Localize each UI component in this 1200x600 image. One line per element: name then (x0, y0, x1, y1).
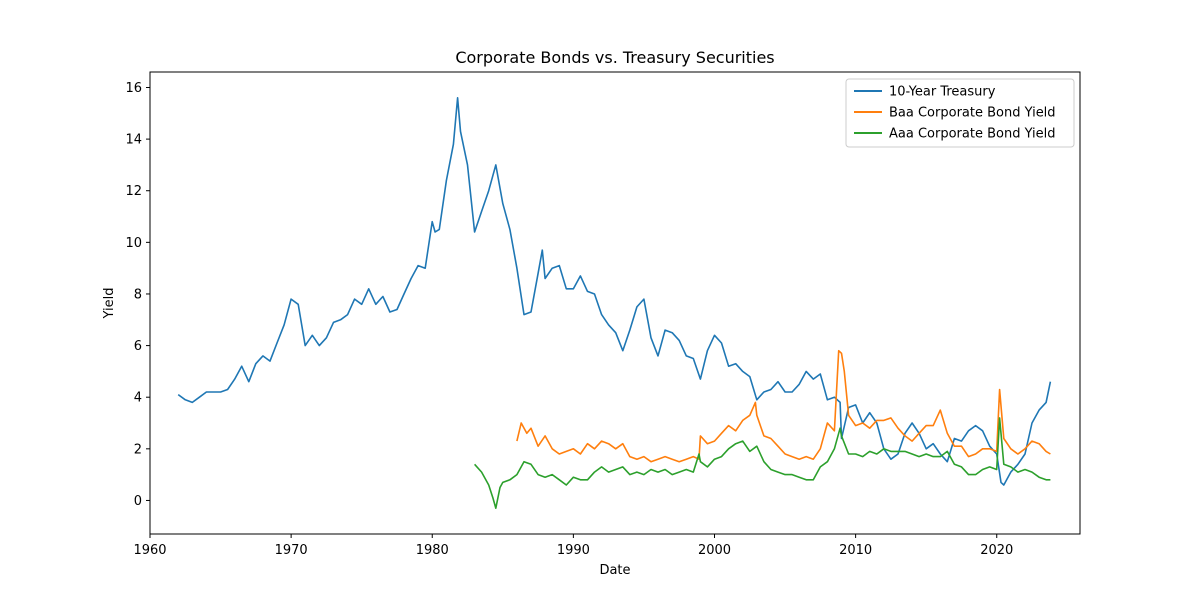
x-axis-label: Date (599, 563, 630, 578)
y-tick-label-1: 2 (134, 442, 142, 457)
x-axis-ticks: 1960 1970 1980 1990 2000 2010 2020 (133, 534, 1013, 558)
x-tick-label-0: 1960 (133, 543, 166, 558)
series-line-1 (516, 349, 1051, 463)
plot-area-frame (149, 71, 1081, 535)
y-axis-ticks: 0 2 4 6 8 10 12 14 16 (125, 81, 150, 509)
series-layer (177, 97, 1052, 509)
x-tick-label-6: 2020 (980, 543, 1013, 558)
legend-label-1: Baa Corporate Bond Yield (889, 106, 1056, 121)
y-tick-label-8: 16 (125, 81, 142, 96)
x-tick-label-3: 1990 (557, 543, 590, 558)
x-tick-label-4: 2000 (698, 543, 731, 558)
x-tick-label-2: 1980 (416, 543, 449, 558)
y-tick-label-4: 8 (134, 287, 142, 302)
y-tick-label-6: 12 (125, 184, 142, 199)
y-axis-label: Yield (102, 288, 117, 320)
y-tick-label-7: 14 (125, 133, 142, 148)
legend-box (845, 78, 1075, 148)
x-tick-label-1: 1970 (275, 543, 308, 558)
y-tick-label-2: 4 (134, 391, 142, 406)
x-tick-label-5: 2010 (839, 543, 872, 558)
legend-label-2: Aaa Corporate Bond Yield (889, 127, 1056, 142)
series-line-0 (177, 97, 1052, 486)
y-tick-label-0: 0 (134, 494, 142, 509)
legend: 10-Year Treasury Baa Corporate Bond Yield… (845, 78, 1075, 148)
y-tick-label-3: 6 (134, 339, 142, 354)
legend-label-0: 10-Year Treasury (889, 85, 996, 100)
series-line-2 (474, 417, 1051, 509)
chart-title: Corporate Bonds vs. Treasury Securities (455, 48, 774, 67)
y-tick-label-5: 10 (125, 236, 142, 251)
